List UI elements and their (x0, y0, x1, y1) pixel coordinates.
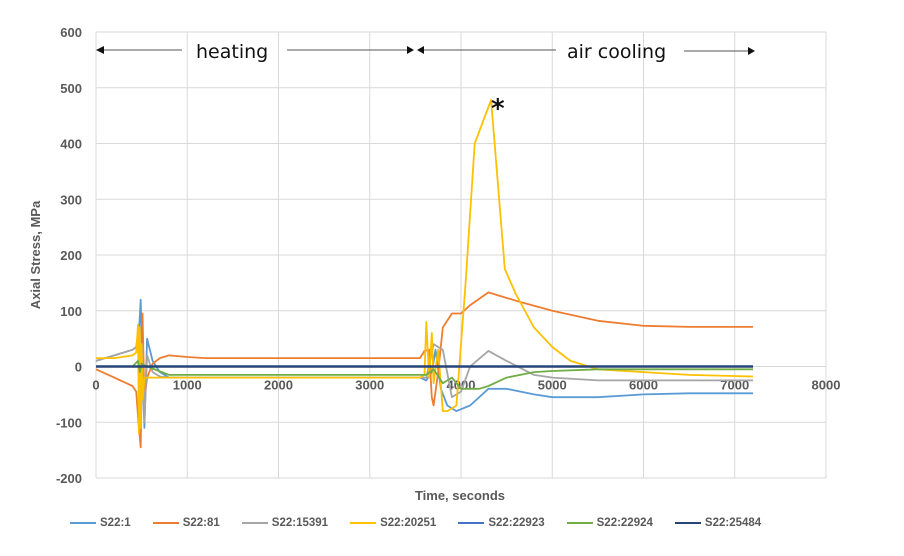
legend-item: S22:1 (70, 517, 131, 529)
legend-swatch (70, 522, 96, 524)
y-tick-label: 0 (75, 360, 82, 375)
y-axis-ticks: -200 -100 0 100 200 300 400 500 600 (56, 25, 82, 486)
series-line (96, 99, 754, 435)
legend: S22:1 S22:81 S22:15391 S22:20251 S22:229… (70, 517, 761, 529)
y-tick-label: -100 (56, 415, 82, 430)
arrowhead-right-icon (748, 47, 755, 55)
y-tick-label: -200 (56, 471, 82, 486)
legend-item: S22:22924 (566, 517, 653, 529)
x-tick-label: 3000 (355, 378, 384, 393)
legend-swatch (674, 522, 701, 524)
legend-swatch (566, 522, 593, 524)
arrowhead-left-icon (96, 46, 104, 54)
legend-item: S22:22923 (458, 517, 545, 529)
series-lines (95, 99, 754, 449)
legend-item: S22:25484 (674, 517, 761, 529)
y-tick-label: 200 (60, 248, 82, 263)
legend-swatch (350, 522, 377, 524)
x-tick-label: 0 (92, 378, 99, 393)
y-tick-label: 300 (60, 192, 82, 207)
phase-annotations: heating air cooling (96, 41, 755, 63)
x-axis-title: Time, seconds (415, 488, 505, 503)
y-tick-label: 100 (60, 304, 82, 319)
y-tick-label: 500 (60, 81, 82, 96)
y-tick-label: 400 (60, 137, 82, 152)
air-cooling-label: air cooling (567, 41, 666, 63)
legend-swatch (458, 522, 485, 524)
legend-swatch (241, 522, 268, 524)
x-tick-label: 2000 (264, 378, 293, 393)
legend-item: S22:20251 (350, 517, 436, 529)
heating-label: heating (196, 41, 268, 63)
x-tick-label: 5000 (538, 378, 567, 393)
series-line (96, 359, 753, 390)
grid-lines (95, 31, 827, 479)
x-tick-label: 8000 (812, 378, 841, 393)
legend-item: S22:15391 (241, 517, 328, 529)
peak-asterisk: * (491, 94, 505, 124)
arrowhead-left-icon (417, 46, 424, 54)
y-tick-label: 600 (60, 25, 82, 40)
x-tick-label: 1000 (173, 378, 202, 393)
legend-item: S22:81 (152, 517, 220, 529)
legend-swatch (152, 522, 179, 524)
y-axis-title: Axial Stress, MPa (28, 200, 43, 309)
arrowhead-right-icon (407, 46, 414, 54)
